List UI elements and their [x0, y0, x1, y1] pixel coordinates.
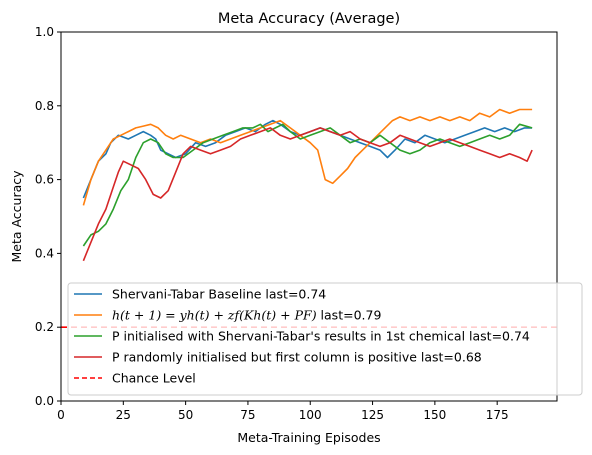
y-tick-label: 1.0 — [35, 25, 54, 39]
legend-last-value: last=0.79 — [317, 308, 382, 323]
x-tick-label: 100 — [299, 408, 322, 422]
x-tick-label: 0 — [57, 408, 65, 422]
y-axis-label: Meta Accuracy — [9, 170, 24, 263]
x-tick-label: 125 — [361, 408, 384, 422]
legend-equation: h(t + 1) = yh(t) + zf(Kh(t) + PF) — [112, 308, 317, 323]
x-axis-label: Meta-Training Episodes — [237, 430, 380, 445]
y-tick-label: 0.6 — [35, 173, 54, 187]
x-tick-label: 25 — [116, 408, 131, 422]
chart-title: Meta Accuracy (Average) — [218, 11, 400, 27]
series-line-4 — [82, 127, 533, 262]
legend-entry: Chance Level — [112, 371, 196, 386]
legend-entry: P randomly initialised but first column … — [112, 350, 482, 365]
series-group — [82, 108, 533, 262]
x-tick-label: 75 — [240, 408, 255, 422]
legend-entry: P initialised with Shervani-Tabar's resu… — [112, 329, 530, 344]
legend-box — [67, 282, 583, 396]
y-tick-label: 0.4 — [35, 246, 54, 260]
x-tick-label: 150 — [423, 408, 446, 422]
legend-entry: Shervani-Tabar Baseline last=0.74 — [112, 287, 326, 302]
x-tick-label: 50 — [178, 408, 193, 422]
x-tick-label: 175 — [486, 408, 509, 422]
legend-entry: h(t + 1) = yh(t) + zf(Kh(t) + PF) last=0… — [112, 308, 381, 323]
y-axis: 0.0 0.2 0.4 0.6 0.8 1.0 — [35, 25, 61, 408]
y-tick-label: 0.2 — [35, 320, 54, 334]
legend: Shervani-Tabar Baseline last=0.74 h(t + 1… — [67, 282, 583, 396]
x-axis: 0 25 50 75 100 125 150 175 — [57, 401, 509, 422]
plot-frame — [60, 31, 558, 402]
series-line-3 — [82, 123, 533, 247]
y-tick-label: 0.8 — [35, 99, 54, 113]
y-tick-label: 0.0 — [35, 394, 54, 408]
series-line-2 — [82, 108, 533, 206]
